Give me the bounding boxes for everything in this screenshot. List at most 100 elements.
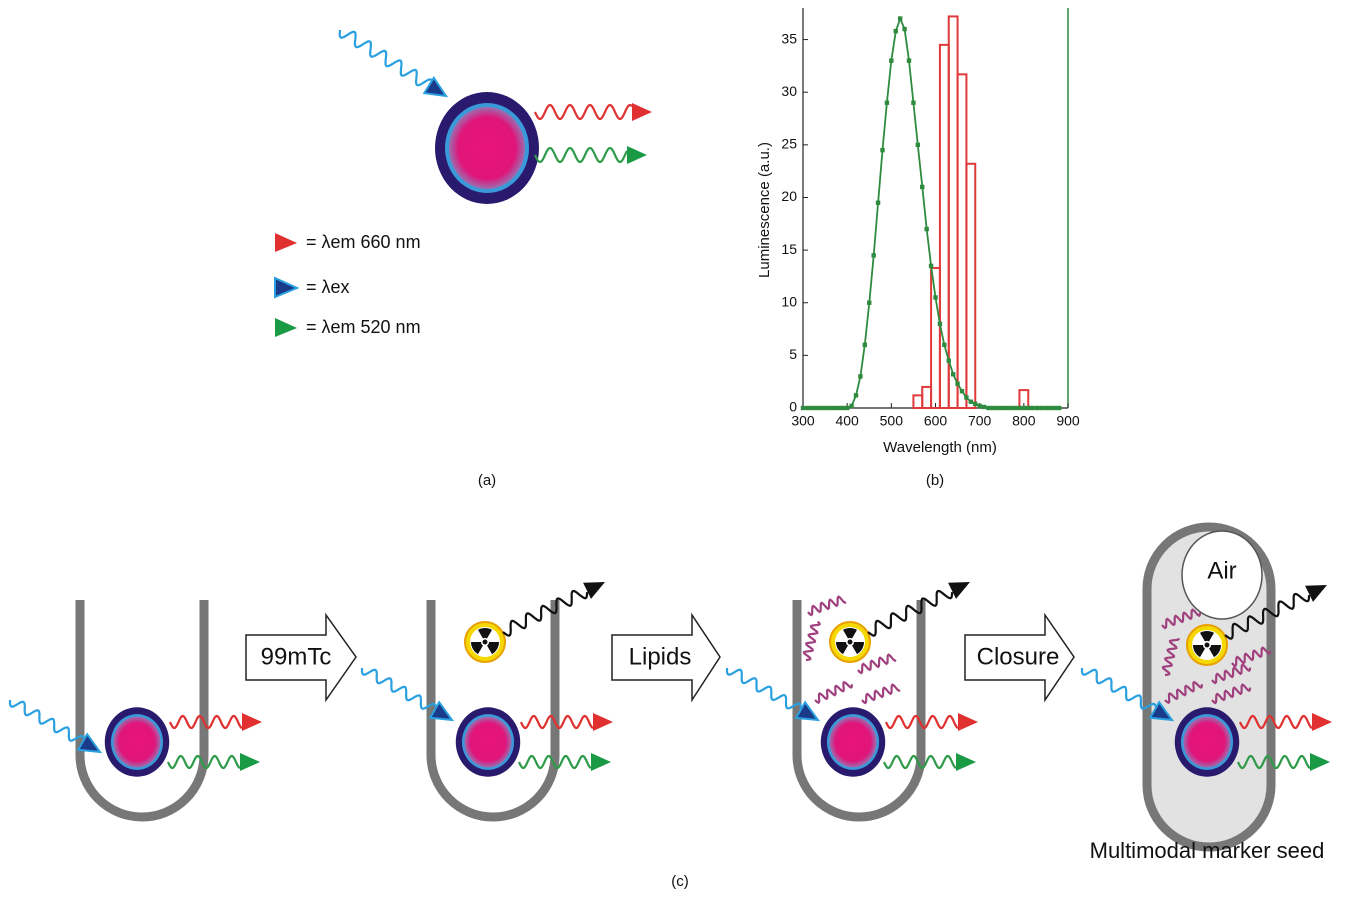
wave [1236, 754, 1311, 770]
histogram-bar [912, 394, 924, 409]
wave [338, 29, 433, 87]
x-tick-label: 300 [791, 413, 815, 429]
line-marker [1048, 405, 1053, 411]
arrow-head [422, 75, 449, 98]
arrow-head [591, 753, 611, 771]
arrow-head [593, 713, 613, 731]
wave [884, 714, 959, 730]
arrow-head [1312, 713, 1332, 731]
x-tick-label: 600 [924, 413, 948, 429]
legend-marker [274, 276, 300, 299]
line-marker [822, 405, 828, 411]
histogram-bar [930, 267, 941, 409]
line-marker [1017, 405, 1022, 411]
wave [166, 754, 241, 770]
line-marker [977, 403, 982, 409]
x-axis-label: Wavelength (nm) [883, 439, 997, 456]
line-marker [946, 358, 951, 363]
legend-marker [275, 318, 297, 337]
wave [1164, 680, 1203, 705]
line-marker [968, 399, 974, 404]
line-marker [1003, 405, 1009, 411]
line-marker [844, 405, 850, 411]
radiation-blade [852, 642, 864, 655]
particle-core [1183, 716, 1231, 768]
line-marker [849, 403, 854, 409]
wave [814, 680, 853, 705]
legend-label: = λem 660 nm [306, 232, 421, 252]
line-marker [800, 405, 806, 411]
line-marker [858, 374, 863, 379]
tube [792, 600, 926, 822]
wave [168, 714, 243, 730]
x-tick-label: 700 [968, 413, 992, 429]
wave [533, 146, 628, 164]
wave [1238, 714, 1313, 730]
y-tick-label: 25 [781, 136, 797, 152]
line-marker [1021, 405, 1027, 411]
histogram-bar [965, 162, 977, 409]
line-marker [1056, 405, 1062, 411]
line-marker [911, 100, 916, 105]
line-marker [884, 100, 890, 105]
line-marker [1034, 405, 1040, 411]
line-marker [889, 58, 894, 63]
line-marker [893, 28, 898, 34]
line-marker [805, 405, 810, 411]
arrow-head [583, 582, 605, 599]
wave [1224, 592, 1311, 640]
x-tick-label: 800 [1012, 413, 1036, 429]
arrow-head [428, 700, 455, 722]
line-marker [942, 342, 947, 348]
air-label: Air [1207, 557, 1236, 584]
line-marker [920, 184, 925, 190]
line-marker [937, 321, 943, 326]
line-marker [955, 381, 960, 386]
line-marker [897, 16, 903, 21]
line-marker [1039, 405, 1044, 411]
wave [1211, 663, 1252, 685]
wave [1231, 646, 1272, 668]
wave [867, 589, 954, 637]
line-marker [924, 226, 929, 232]
wave [1161, 638, 1180, 677]
line-marker [827, 405, 832, 411]
arrow-head [240, 753, 260, 771]
line-marker [875, 200, 881, 205]
line-marker [915, 142, 921, 148]
radiation-blade [478, 628, 492, 639]
line-marker [867, 300, 872, 305]
line-marker [999, 405, 1004, 411]
step-label: Closure [977, 643, 1060, 670]
histogram-bar [947, 15, 959, 410]
legend-marker [275, 233, 297, 252]
wave [857, 653, 897, 675]
step-label: Lipids [629, 643, 692, 670]
wave [882, 754, 957, 770]
x-tick-label: 400 [835, 413, 859, 429]
radiation-dot [482, 639, 488, 645]
radiation-blade [1209, 645, 1221, 658]
y-tick-label: 10 [781, 293, 797, 309]
line-marker [959, 388, 965, 394]
histogram-bar [956, 73, 968, 409]
radiation-dot [847, 639, 853, 645]
line-marker [836, 405, 841, 411]
wave [533, 103, 633, 121]
line-marker [840, 405, 845, 411]
wave [725, 668, 802, 710]
panel-label: (a) [478, 472, 496, 489]
radiation-blade [471, 642, 483, 655]
line-marker [950, 372, 956, 377]
line-marker [809, 405, 815, 411]
step-label: 99mTc [261, 643, 332, 670]
line-marker [831, 405, 837, 411]
panel-label: (b) [926, 472, 944, 489]
line-marker [1012, 405, 1018, 411]
histogram-bar [921, 385, 933, 409]
arrow-head [958, 713, 978, 731]
line-marker [928, 263, 934, 269]
line-marker [981, 404, 987, 410]
y-tick-label: 30 [781, 83, 797, 99]
line-marker [880, 147, 885, 153]
